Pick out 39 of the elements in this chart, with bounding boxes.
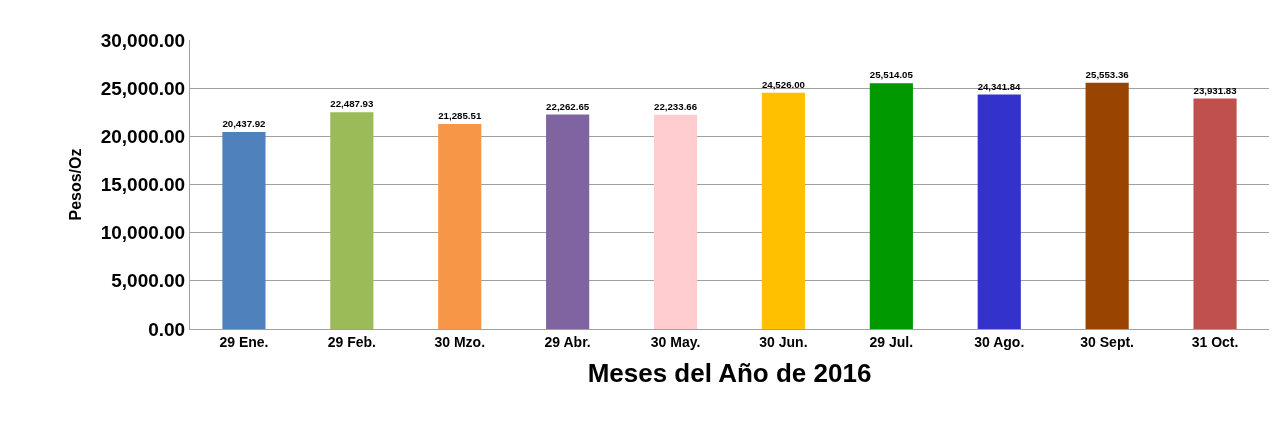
bar bbox=[330, 112, 374, 329]
y-tick-label: 5,000.00 bbox=[111, 270, 186, 292]
bar bbox=[222, 132, 266, 329]
y-tick-label: 10,000.00 bbox=[100, 222, 186, 244]
x-tick-label: 29 Feb. bbox=[327, 333, 376, 350]
x-tick-label: 30 Jun. bbox=[759, 333, 808, 350]
bar bbox=[653, 114, 698, 329]
data-label: 25,514.05 bbox=[869, 69, 914, 81]
x-tick-label: 30 Ago. bbox=[974, 333, 1025, 350]
bar bbox=[869, 83, 913, 329]
data-label: 25,553.36 bbox=[1085, 68, 1130, 80]
data-label: 22,487.93 bbox=[330, 98, 374, 110]
x-tick-label: 29 Jul. bbox=[869, 333, 914, 350]
y-tick-label: 15,000.00 bbox=[100, 174, 186, 196]
x-axis-title: Meses del Año de 2016 bbox=[587, 358, 872, 389]
bar bbox=[977, 94, 1021, 329]
y-axis-title: Pesos/Oz bbox=[66, 148, 84, 221]
x-tick-label: 30 Sept. bbox=[1080, 333, 1134, 350]
data-label: 22,262.65 bbox=[546, 100, 590, 112]
bar bbox=[1085, 82, 1129, 329]
x-tick-label: 31 Oct. bbox=[1191, 333, 1239, 350]
y-tick-label: 25,000.00 bbox=[100, 77, 186, 99]
data-label: 21,285.51 bbox=[438, 110, 482, 122]
data-label: 24,341.84 bbox=[977, 80, 1022, 92]
x-tick-label: 29 Abr. bbox=[544, 333, 591, 350]
data-label: 22,233.66 bbox=[654, 100, 698, 112]
x-tick-label: 30 May. bbox=[650, 333, 701, 350]
bar bbox=[546, 114, 590, 329]
x-tick-label: 29 Ene. bbox=[219, 333, 269, 350]
y-tick-label: 0.00 bbox=[148, 318, 186, 340]
data-label: 24,526.00 bbox=[761, 78, 805, 90]
x-tick-label: 30 Mzo. bbox=[434, 333, 486, 350]
y-tick-label: 30,000.00 bbox=[100, 29, 186, 51]
bar bbox=[761, 92, 806, 329]
bar bbox=[1193, 98, 1237, 329]
bar bbox=[438, 123, 482, 329]
data-label: 23,931.83 bbox=[1193, 84, 1238, 96]
data-label: 20,437.92 bbox=[222, 118, 266, 130]
y-tick-label: 20,000.00 bbox=[100, 125, 186, 147]
